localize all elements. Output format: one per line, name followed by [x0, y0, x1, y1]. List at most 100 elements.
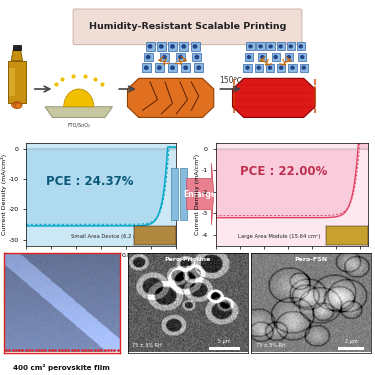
- Bar: [194, 63, 203, 72]
- Circle shape: [247, 55, 251, 59]
- Text: Pero-Pristine: Pero-Pristine: [164, 257, 211, 262]
- Circle shape: [286, 55, 291, 59]
- Circle shape: [170, 65, 175, 70]
- Polygon shape: [64, 89, 94, 107]
- Circle shape: [273, 55, 278, 59]
- Bar: [277, 64, 285, 72]
- Bar: [298, 53, 306, 61]
- Circle shape: [302, 66, 306, 70]
- Bar: [266, 64, 274, 72]
- Circle shape: [268, 44, 273, 48]
- Bar: [181, 63, 190, 72]
- Bar: [258, 53, 267, 61]
- Bar: [180, 168, 187, 220]
- Text: PCE : 24.37%: PCE : 24.37%: [45, 175, 133, 188]
- Circle shape: [298, 44, 303, 48]
- Bar: [272, 53, 280, 61]
- Circle shape: [279, 66, 284, 70]
- Bar: [168, 63, 177, 72]
- Circle shape: [196, 65, 201, 70]
- Bar: [286, 42, 295, 50]
- Bar: [179, 42, 188, 51]
- Text: 75 ± 5% RH: 75 ± 5% RH: [132, 342, 162, 348]
- Polygon shape: [11, 50, 22, 61]
- Polygon shape: [128, 78, 214, 117]
- Bar: [243, 64, 252, 72]
- Circle shape: [278, 44, 283, 48]
- Y-axis label: Current Density (mA/cm²): Current Density (mA/cm²): [194, 153, 200, 235]
- Circle shape: [159, 44, 164, 49]
- X-axis label: Voltage (V): Voltage (V): [82, 260, 121, 266]
- Circle shape: [15, 103, 21, 108]
- Text: Large Area Module (15.64 cm²): Large Area Module (15.64 cm²): [238, 234, 321, 239]
- Circle shape: [183, 65, 188, 70]
- Polygon shape: [8, 61, 26, 103]
- Polygon shape: [187, 163, 214, 225]
- Text: 5 μm: 5 μm: [218, 339, 231, 344]
- Circle shape: [178, 55, 183, 59]
- Bar: [246, 42, 255, 50]
- Bar: [267, 42, 275, 50]
- Y-axis label: Current Density (mA/cm²): Current Density (mA/cm²): [1, 153, 7, 235]
- Bar: [171, 168, 178, 220]
- Circle shape: [260, 55, 265, 59]
- Polygon shape: [13, 45, 21, 50]
- Circle shape: [157, 65, 162, 70]
- Bar: [256, 42, 265, 50]
- Polygon shape: [45, 107, 112, 117]
- Bar: [288, 64, 297, 72]
- Text: FTO/SnO₂: FTO/SnO₂: [68, 122, 90, 127]
- Circle shape: [182, 44, 186, 49]
- Circle shape: [290, 66, 295, 70]
- Text: PCE : 22.00%: PCE : 22.00%: [240, 165, 328, 178]
- Text: Pero-FSN: Pero-FSN: [295, 257, 328, 262]
- Bar: [157, 42, 166, 51]
- Bar: [276, 42, 285, 50]
- Bar: [155, 63, 164, 72]
- Bar: [255, 64, 263, 72]
- Circle shape: [258, 44, 263, 48]
- Bar: [146, 42, 154, 51]
- Circle shape: [288, 44, 293, 48]
- Bar: [285, 53, 293, 61]
- Polygon shape: [9, 68, 15, 96]
- Circle shape: [162, 55, 167, 59]
- Circle shape: [170, 44, 175, 49]
- Circle shape: [144, 65, 148, 70]
- Polygon shape: [232, 78, 315, 117]
- Bar: [190, 42, 200, 51]
- Text: Enlarge: Enlarge: [183, 190, 216, 199]
- X-axis label: Voltage (V): Voltage (V): [272, 260, 311, 266]
- Bar: [297, 42, 305, 50]
- Bar: [168, 42, 177, 51]
- Circle shape: [14, 102, 20, 107]
- Text: 150℃: 150℃: [219, 76, 242, 85]
- Text: 2 μm: 2 μm: [345, 339, 357, 344]
- Text: 400 cm² perovskite film: 400 cm² perovskite film: [13, 364, 110, 371]
- Bar: [300, 64, 308, 72]
- FancyBboxPatch shape: [73, 9, 302, 45]
- Bar: [245, 53, 253, 61]
- Bar: [209, 346, 240, 350]
- Circle shape: [248, 44, 253, 48]
- Circle shape: [13, 103, 19, 108]
- Circle shape: [12, 102, 18, 108]
- Text: Small Area Device (6.2 mm²): Small Area Device (6.2 mm²): [71, 234, 148, 239]
- Circle shape: [268, 66, 272, 70]
- Circle shape: [300, 55, 304, 59]
- Bar: [338, 346, 364, 350]
- Circle shape: [256, 66, 261, 70]
- Text: Humidity-Resistant Scalable Printing: Humidity-Resistant Scalable Printing: [89, 22, 286, 32]
- Circle shape: [16, 102, 22, 108]
- Bar: [176, 53, 185, 61]
- Bar: [160, 53, 169, 61]
- Circle shape: [147, 44, 152, 49]
- Circle shape: [245, 66, 250, 70]
- Text: 75 ± 5% RH: 75 ± 5% RH: [256, 342, 286, 348]
- Circle shape: [194, 55, 200, 59]
- Bar: [144, 53, 153, 61]
- Bar: [142, 63, 151, 72]
- Circle shape: [193, 44, 197, 49]
- Bar: [192, 53, 201, 61]
- Circle shape: [146, 55, 150, 59]
